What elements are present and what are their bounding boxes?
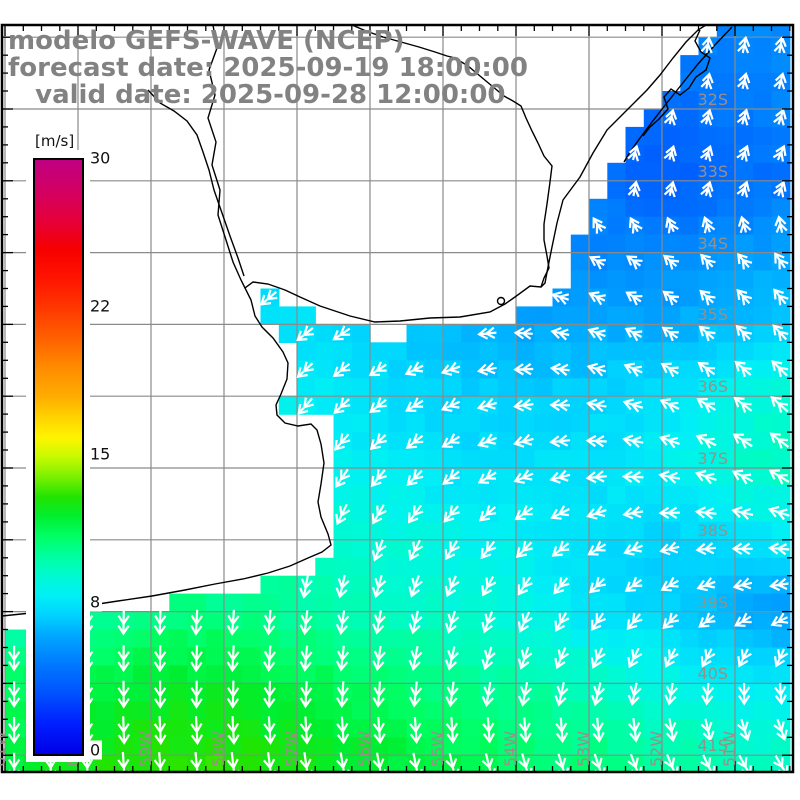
colorbar-unit-label: [m/s] [32, 132, 78, 150]
colorbar-tick-8: 8 [88, 592, 103, 612]
colorbar-gradient [35, 160, 82, 754]
lat-label-33S: 33S [697, 161, 728, 181]
lon-label-59W: 59W [136, 730, 155, 767]
lat-label-32S: 32S [697, 90, 728, 109]
lon-label-53W: 53W [574, 730, 593, 767]
lon-label-56W: 56W [355, 730, 374, 767]
lat-label-34S: 34S [697, 233, 728, 253]
colorbar-tick-30: 30 [88, 148, 113, 168]
colorbar-gradient-box [33, 158, 84, 756]
lat-label-40S: 40S [697, 664, 728, 684]
coastline [2, 25, 733, 617]
map-frame [0, 23, 795, 774]
lat-label-35S: 35S [697, 305, 728, 325]
lon-label-54W: 54W [501, 730, 520, 767]
lon-label-55W: 55W [428, 730, 447, 767]
lat-label-41S: 41S [697, 736, 728, 756]
colorbar-tick-0: 0 [88, 740, 103, 760]
lat-label-37S: 37S [697, 449, 728, 468]
lat-label-38S: 38S [697, 520, 728, 540]
lon-label-57W: 57W [282, 730, 301, 767]
colorbar-tick-15: 15 [88, 444, 113, 464]
lon-label-58W: 58W [209, 730, 228, 767]
wave-field-cells [5, 25, 791, 772]
colorbar-tick-22: 22 [88, 296, 113, 316]
wind-arrows [7, 35, 790, 772]
lat-label-36S: 36S [697, 377, 728, 397]
lon-label-51W: 51W [720, 730, 739, 767]
lon-label-52W: 52W [647, 730, 666, 767]
lat-label-39S: 39S [697, 592, 728, 612]
lon-label-61W: 61W [0, 730, 9, 767]
